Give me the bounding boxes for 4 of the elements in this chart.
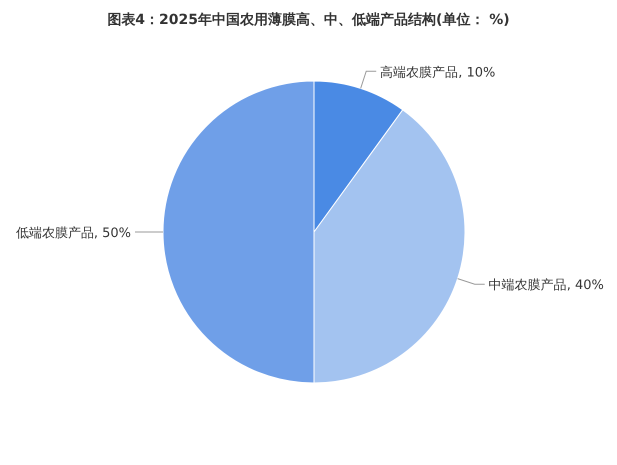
slice-label: 低端农膜产品, 50% <box>16 226 131 241</box>
slice-label: 高端农膜产品, 10% <box>380 64 496 80</box>
chart-title: 图表4：2025年中国农用薄膜高、中、低端产品结构(单位： %) <box>107 11 510 28</box>
slice-label: 中端农膜产品, 40% <box>488 278 604 294</box>
